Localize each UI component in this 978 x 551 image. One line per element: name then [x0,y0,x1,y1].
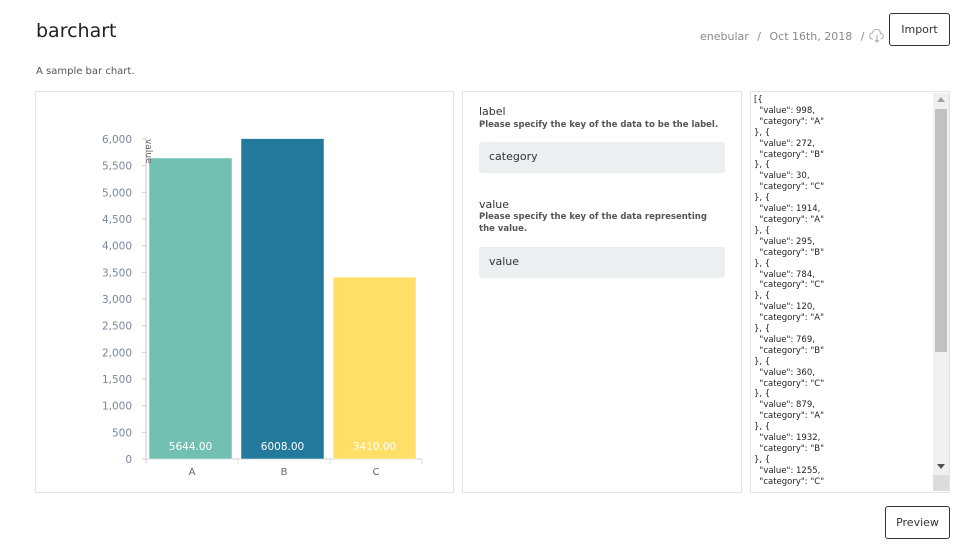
y-tick-label: 5,000 [102,187,132,199]
value-key-input[interactable]: value [479,247,725,278]
scrollbar[interactable] [933,93,949,491]
import-button[interactable]: Import [889,13,950,46]
date: Oct 16th, 2018 [769,29,853,43]
y-tick-label: 6,000 [102,134,132,146]
y-axis-title: value [143,139,153,164]
y-tick-label: 3,000 [102,294,132,306]
label-field-help: Please specify the key of the data to be… [479,120,719,130]
y-tick-label: 500 [112,427,132,439]
scroll-down-icon[interactable] [937,464,945,469]
bar-A [148,157,233,460]
y-tick-label: 2,000 [102,347,132,359]
scroll-up-icon[interactable] [937,97,945,102]
chart-panel: 0 500 1,000 1,500 2,000 2,500 3,000 3,500 4,000 4… [35,91,454,493]
meta-info: enebular / Oct 16th, 2018 / 0 [700,29,897,43]
x-tick-label: B [281,467,288,478]
json-data-textarea[interactable]: [{ "value": 998, "category": "A" }, { "v… [752,93,932,491]
y-tick-label: 4,000 [102,241,132,253]
author[interactable]: enebular [700,29,749,43]
label-field-title: label [479,105,506,118]
label-key-input[interactable]: category [479,142,725,173]
y-tick-label: 5,500 [102,161,132,173]
scrollbar-thumb[interactable] [935,109,947,352]
data-label: 6008.00 [261,441,304,453]
resize-handle-icon[interactable] [933,475,949,491]
x-tick-label: C [373,467,380,478]
value-field-title: value [479,198,510,211]
y-tick-label: 3,500 [102,267,132,279]
description: A sample bar chart. [36,66,135,77]
value-field-help: Please specify the key of the data repre… [479,212,707,234]
settings-panel: label Please specify the key of the data… [462,91,742,493]
y-tick-label: 0 [125,454,132,466]
y-tick-label: 2,500 [102,321,132,333]
cloud-download-icon [869,29,885,43]
bar-B [240,138,325,460]
bar-C [332,276,417,460]
preview-button[interactable]: Preview [885,506,950,539]
data-label: 5644.00 [169,441,212,453]
x-tick-label: A [189,467,196,478]
page-title: barchart [36,20,117,42]
bar-chart: 0 500 1,000 1,500 2,000 2,500 3,000 3,500 4,000 4… [102,134,423,478]
json-data-panel: [{ "value": 998, "category": "A" }, { "v… [750,91,950,493]
separator: / [857,29,865,43]
y-tick-label: 1,000 [102,401,132,413]
separator: / [753,29,765,43]
y-tick-label: 1,500 [102,374,132,386]
data-label: 3410.00 [353,441,396,453]
y-tick-label: 4,500 [102,214,132,226]
